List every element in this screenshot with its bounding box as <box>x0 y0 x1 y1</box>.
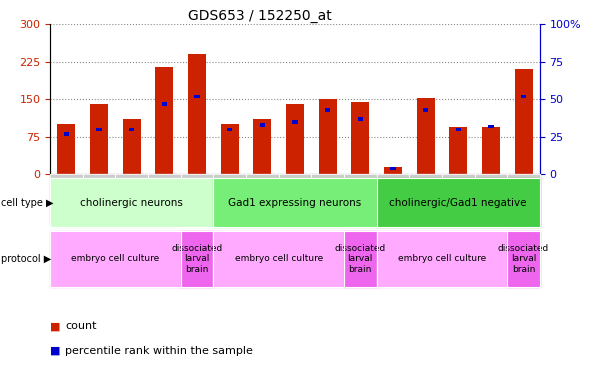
Text: protocol ▶: protocol ▶ <box>1 254 51 264</box>
Text: ■: ■ <box>50 346 61 355</box>
Bar <box>227 128 232 131</box>
Bar <box>482 127 500 174</box>
Bar <box>96 128 102 131</box>
Bar <box>358 117 363 121</box>
Bar <box>384 167 402 174</box>
Text: embryo cell culture: embryo cell culture <box>398 254 486 263</box>
Bar <box>390 166 396 170</box>
Text: percentile rank within the sample: percentile rank within the sample <box>65 346 253 355</box>
Text: cholinergic neurons: cholinergic neurons <box>80 198 183 207</box>
Bar <box>514 69 533 174</box>
Bar <box>57 124 76 174</box>
Bar <box>319 99 337 174</box>
Text: dissociated
larval
brain: dissociated larval brain <box>172 244 222 274</box>
Bar <box>194 94 200 98</box>
Bar <box>64 132 69 136</box>
Text: embryo cell culture: embryo cell culture <box>71 254 159 263</box>
Bar <box>155 67 173 174</box>
Text: Gad1 expressing neurons: Gad1 expressing neurons <box>228 198 362 207</box>
Bar <box>221 124 239 174</box>
Bar <box>325 108 330 112</box>
Bar <box>351 102 369 174</box>
Text: embryo cell culture: embryo cell culture <box>235 254 323 263</box>
Bar <box>129 128 135 131</box>
Text: ■: ■ <box>50 321 61 331</box>
Bar <box>162 102 167 106</box>
Text: dissociated
larval
brain: dissociated larval brain <box>335 244 386 274</box>
Bar <box>449 127 467 174</box>
Text: count: count <box>65 321 96 331</box>
Bar <box>188 54 206 174</box>
Bar <box>455 128 461 131</box>
Bar <box>260 123 265 127</box>
Bar <box>90 104 108 174</box>
Bar <box>286 104 304 174</box>
Text: GDS653 / 152250_at: GDS653 / 152250_at <box>188 9 332 23</box>
Bar <box>292 120 298 124</box>
Bar <box>423 108 428 112</box>
Bar <box>488 124 494 128</box>
Bar <box>521 94 526 98</box>
Text: dissociated
larval
brain: dissociated larval brain <box>498 244 549 274</box>
Bar <box>123 119 141 174</box>
Text: cholinergic/Gad1 negative: cholinergic/Gad1 negative <box>389 198 527 207</box>
Bar <box>253 119 271 174</box>
Text: cell type ▶: cell type ▶ <box>1 198 53 207</box>
Bar <box>417 98 435 174</box>
